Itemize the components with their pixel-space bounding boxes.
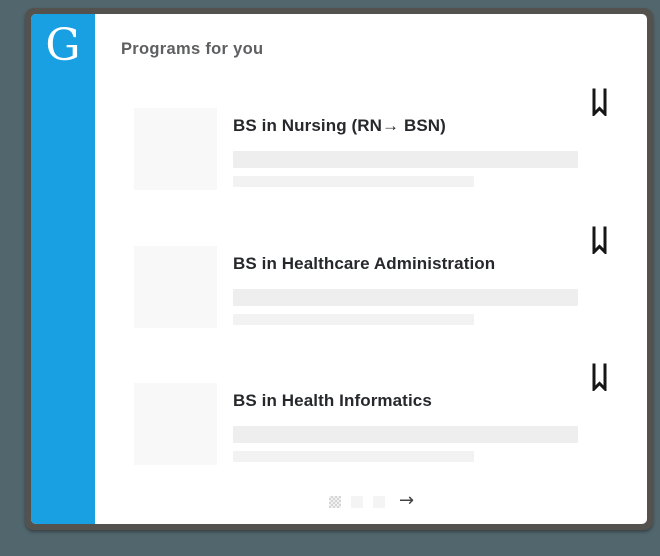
program-thumbnail-placeholder — [134, 108, 217, 190]
skeleton-text-line — [233, 451, 474, 462]
program-title: BS in Healthcare Administration — [233, 254, 496, 273]
card-content: Programs for you BS in Nursing (RN→ BSN)… — [95, 14, 647, 524]
arrow-right-icon: → — [399, 490, 415, 511]
bookmark-button[interactable] — [591, 363, 608, 393]
programs-card: G Programs for you BS in Nursing (RN→ BS… — [31, 14, 647, 524]
page-dot-2[interactable] — [351, 496, 363, 508]
skeleton-text-line — [233, 176, 474, 187]
bookmark-button[interactable] — [591, 226, 608, 256]
skeleton-text-line — [233, 151, 578, 168]
program-list-item[interactable]: BS in Healthcare Administration — [134, 226, 609, 328]
card-shadow-ring: G Programs for you BS in Nursing (RN→ BS… — [25, 8, 653, 530]
bookmark-icon — [592, 363, 607, 393]
page-dot-1[interactable] — [329, 496, 341, 508]
bookmark-button[interactable] — [591, 88, 608, 118]
program-list-item[interactable]: BS in Nursing (RN→ BSN) — [134, 88, 609, 190]
page-dot-3[interactable] — [373, 496, 385, 508]
skeleton-text-line — [233, 426, 578, 443]
page-title: Programs for you — [121, 40, 264, 58]
brand-logo: G — [45, 20, 81, 71]
skeleton-text-line — [233, 289, 578, 306]
carousel-pagination: → — [329, 492, 414, 510]
brand-sidebar: G — [31, 14, 95, 524]
bookmark-icon — [592, 88, 607, 118]
program-thumbnail-placeholder — [134, 246, 217, 328]
bookmark-icon — [592, 226, 607, 256]
skeleton-text-line — [233, 314, 474, 325]
next-page-button[interactable]: → — [399, 492, 414, 510]
program-list-item[interactable]: BS in Health Informatics — [134, 363, 609, 465]
program-thumbnail-placeholder — [134, 383, 217, 465]
program-title: BS in Nursing (RN→ BSN) — [233, 116, 446, 135]
program-title: BS in Health Informatics — [233, 391, 432, 410]
